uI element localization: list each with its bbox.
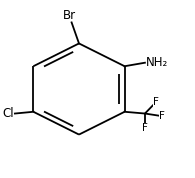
Text: F: F [142, 123, 148, 134]
Text: Br: Br [63, 9, 76, 22]
Text: F: F [159, 111, 165, 121]
Text: Cl: Cl [2, 107, 14, 120]
Text: NH₂: NH₂ [146, 56, 168, 69]
Text: F: F [153, 97, 159, 107]
